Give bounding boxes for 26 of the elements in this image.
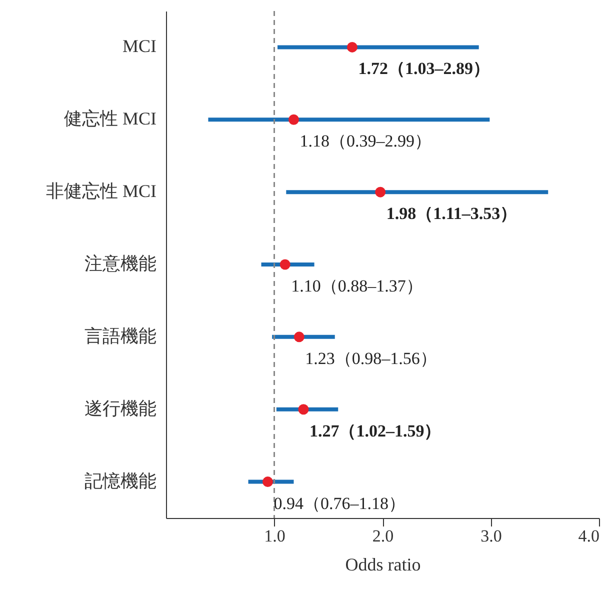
- y-tick-label: 非健忘性 MCI: [46, 181, 156, 202]
- point: [262, 476, 273, 488]
- y-tick-label: 記憶機能: [84, 470, 156, 491]
- data-label: 1.23（0.98–1.56）: [305, 348, 437, 368]
- point: [346, 42, 358, 52]
- x-tick-label: 2.0: [372, 526, 394, 546]
- point: [288, 114, 299, 125]
- x-axis-title: Odds ratio: [345, 554, 421, 574]
- y-tick-label: 遂行機能: [84, 398, 156, 418]
- data-label: 1.10（0.88–1.37）: [291, 276, 423, 296]
- point: [298, 404, 309, 415]
- data-label: 1.98（1.11–3.53）: [386, 204, 518, 224]
- data-label: 1.72（1.03–2.89）: [358, 59, 490, 78]
- point: [280, 259, 290, 270]
- x-tick-label: 4.0: [578, 526, 600, 546]
- y-tick-label: 健忘性 MCI: [64, 108, 156, 129]
- x-tick-label: 3.0: [480, 526, 502, 546]
- x-tick-label: 1.0: [264, 526, 286, 546]
- data-label: 1.27（1.02–1.59）: [309, 421, 442, 440]
- y-tick-label: 注意機能: [84, 254, 156, 274]
- y-tick-label: 言語機能: [84, 326, 156, 346]
- point: [375, 186, 386, 198]
- point: [294, 332, 304, 342]
- y-tick-label: MCI: [122, 36, 156, 56]
- data-label: 0.94（0.76–1.18）: [274, 494, 406, 513]
- data-label: 1.18（0.39–2.99）: [300, 132, 432, 151]
